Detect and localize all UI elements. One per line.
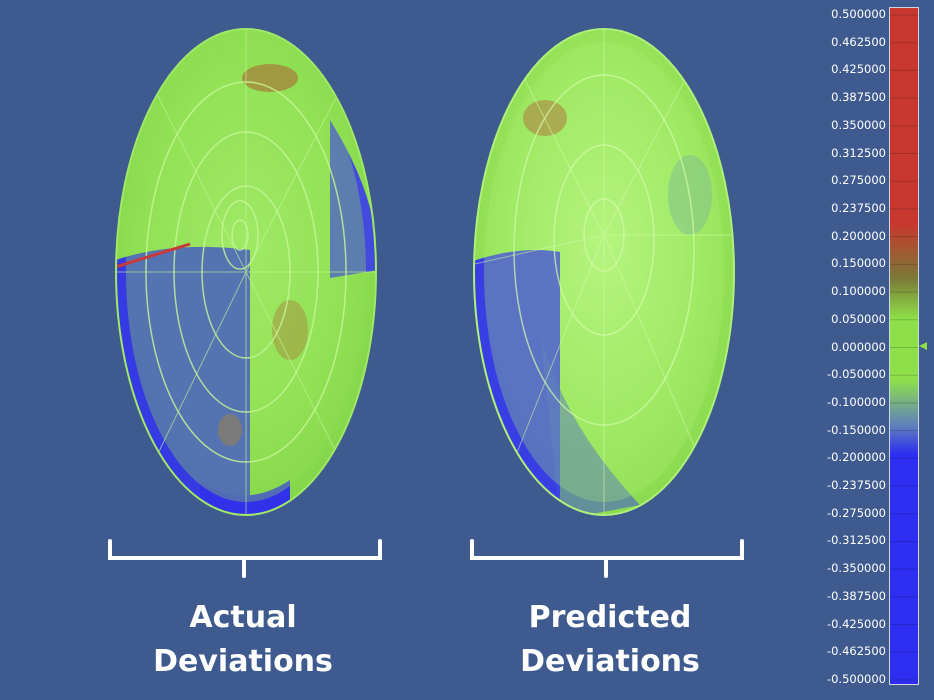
color-scale-tick-label: -0.387500	[826, 588, 886, 603]
actual-deviation-disc	[115, 28, 377, 516]
actual-bracket	[108, 539, 382, 578]
color-scale-tick-label: -0.100000	[826, 394, 886, 409]
color-scale-tick-label: -0.462500	[826, 644, 886, 659]
color-scale-tick-label: 0.000000	[831, 339, 886, 354]
color-scale-tick-label: 0.200000	[831, 228, 886, 243]
predicted-deviation-disc	[473, 28, 735, 516]
color-scale-tick-label: 0.237500	[831, 200, 886, 215]
color-scale-tick-label: 0.312500	[831, 145, 886, 160]
actual-deviations-caption: Actual Deviations	[103, 596, 383, 684]
color-scale-gradient	[890, 8, 918, 684]
color-scale-tick-label: -0.350000	[826, 561, 886, 576]
color-scale-tick-label: -0.200000	[826, 450, 886, 465]
color-scale-tick-label: 0.500000	[831, 7, 886, 21]
color-scale-tick-label: 0.100000	[831, 284, 886, 299]
color-scale-tick-label: 0.425000	[831, 62, 886, 77]
color-scale-tick-label: -0.150000	[826, 422, 886, 437]
color-scale-tick-label: 0.150000	[831, 256, 886, 271]
color-scale-tick-label: 0.462500	[831, 34, 886, 49]
predicted-deviations-caption: Predicted Deviations	[470, 596, 750, 684]
color-scale-tick-label: 0.050000	[831, 311, 886, 326]
predicted-bracket	[470, 539, 744, 578]
color-scale-tick-label: -0.312500	[826, 533, 886, 548]
color-scale-tick-label: 0.387500	[831, 90, 886, 105]
predicted-caption-line2: Deviations	[520, 644, 700, 679]
actual-caption-line2: Deviations	[153, 644, 333, 679]
color-scale-tick-label: -0.237500	[826, 478, 886, 493]
zero-marker-icon	[919, 342, 927, 350]
color-scale-tick-label: -0.050000	[826, 367, 886, 382]
actual-caption-line1: Actual	[189, 600, 297, 635]
color-scale-tick-label: -0.275000	[826, 505, 886, 520]
color-scale-tick-label: -0.500000	[826, 672, 886, 686]
color-scale-tick-label: 0.350000	[831, 117, 886, 132]
color-scale-tick-label: -0.425000	[826, 616, 886, 631]
color-scale-bar	[889, 7, 919, 685]
predicted-caption-line1: Predicted	[528, 600, 692, 635]
color-scale-tick-label: 0.275000	[831, 173, 886, 188]
color-scale-legend: 0.500000 0.462500 0.425000 0.387500 0.350000…	[808, 0, 934, 700]
